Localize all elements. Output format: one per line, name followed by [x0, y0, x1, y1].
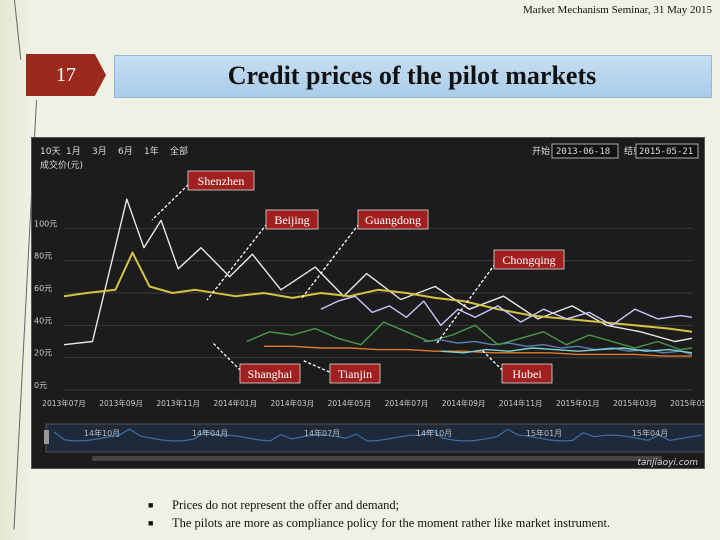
series-line-shanghai — [246, 321, 693, 351]
x-tick-label: 2013年07月 — [42, 398, 86, 408]
start-date-input[interactable] — [551, 143, 619, 159]
bullet-square-icon: ■ — [148, 500, 154, 510]
callout-box-guangdong — [357, 209, 429, 230]
callout-leader — [301, 359, 335, 375]
series-line-hubei — [440, 347, 693, 354]
slide-left-gradient — [0, 0, 30, 540]
price-chart-frame: 10天 1月 3月 6月 1年 全部 成交价(元) 开始 2013-06-18 结束 2015-05… — [31, 137, 705, 469]
y-tick-label: 0元 — [34, 381, 47, 390]
callout-box-chongqing — [493, 249, 565, 270]
series-line-beijing — [320, 295, 693, 327]
callout-box-beijing — [265, 209, 319, 230]
range-button[interactable]: 6月 — [118, 146, 133, 157]
start-date: 2013-06-18 — [556, 147, 610, 157]
seminar-header: Market Mechanism Seminar, 31 May 2015 — [523, 4, 712, 16]
callout-label-beijing: Beijing — [274, 213, 309, 227]
y-tick-label: 80元 — [34, 252, 52, 261]
range-button[interactable]: 全部 — [170, 145, 188, 157]
bullet-square-icon: ■ — [148, 518, 154, 528]
navigator-track — [45, 423, 704, 453]
y-tick-label: 60元 — [34, 284, 52, 293]
x-tick-label: 2014年03月 — [271, 398, 315, 408]
navigator-label: 14年10月 — [84, 428, 120, 438]
series-line-guangdong — [63, 251, 693, 333]
callout-leader — [211, 341, 245, 375]
callout-box-hubei — [501, 363, 553, 384]
y-tick-label: 20元 — [34, 349, 52, 358]
y-tick-label: 40元 — [34, 316, 52, 325]
navigator-line — [53, 428, 703, 442]
end-date: 2015-05-21 — [639, 147, 693, 157]
x-tick-label: 2014年11月 — [499, 398, 543, 408]
x-tick-label: 2013年11月 — [156, 398, 200, 408]
series-line-tianjin — [263, 345, 692, 357]
range-button[interactable]: 1年 — [144, 145, 159, 157]
navigator-label: 15年04月 — [632, 428, 668, 438]
callout-box-shanghai — [239, 363, 301, 384]
callout-label-chongqing: Chongqing — [502, 253, 555, 267]
x-tick-label: 2014年01月 — [213, 398, 257, 408]
x-tick-label: 2015年05月 — [670, 398, 704, 408]
slide-title: Credit prices of the pilot markets — [227, 61, 597, 90]
navigator-label: 15年01月 — [526, 428, 562, 438]
end-date-input[interactable] — [635, 143, 699, 159]
x-tick-label: 2014年09月 — [442, 398, 486, 408]
bullet-item: ■ Prices do not represent the offer and … — [148, 496, 688, 514]
unit-label: 成交价(元) — [40, 159, 83, 171]
x-tick-label: 2013年09月 — [99, 398, 143, 408]
callout-leader — [206, 219, 271, 301]
slide-number: 17 — [56, 64, 76, 86]
x-tick-label: 2015年01月 — [556, 398, 600, 408]
callout-leader — [301, 219, 363, 299]
callout-label-shanghai: Shanghai — [248, 367, 293, 381]
x-tick-label: 2014年07月 — [385, 398, 429, 408]
range-button[interactable]: 10天 — [40, 147, 60, 157]
callout-leader — [151, 180, 193, 221]
scrollbar[interactable] — [92, 456, 662, 461]
bullet-item: ■ The pilots are more as compliance poli… — [148, 514, 688, 532]
callout-leader — [436, 259, 499, 344]
slide-number-badge — [26, 54, 106, 96]
range-button[interactable]: 3月 — [92, 146, 107, 157]
x-tick-label: 2015年03月 — [613, 398, 657, 408]
start-label: 开始 — [532, 145, 550, 157]
callout-label-tianjin: Tianjin — [338, 367, 372, 381]
bullet-text: Prices do not represent the offer and de… — [172, 498, 400, 512]
navigator-handle-left[interactable] — [44, 430, 49, 444]
callout-label-shenzhen: Shenzhen — [198, 174, 245, 188]
callout-box-shenzhen — [187, 170, 255, 191]
callout-label-hubei: Hubei — [512, 367, 542, 381]
x-tick-label: 2014年05月 — [328, 398, 372, 408]
range-button[interactable]: 1月 — [66, 146, 81, 157]
watermark: tanjiaoyi.com — [637, 458, 698, 468]
y-tick-label: 100元 — [34, 219, 57, 228]
navigator-label: 14年04月 — [192, 428, 228, 438]
navigator-label: 14年10月 — [416, 428, 452, 438]
bullet-list: ■ Prices do not represent the offer and … — [148, 496, 688, 532]
title-bar — [114, 55, 712, 98]
callout-box-tianjin — [329, 363, 381, 384]
bullet-text: The pilots are more as compliance policy… — [172, 516, 611, 530]
callout-label-guangdong: Guangdong — [365, 213, 421, 227]
navigator-label: 14年07月 — [304, 428, 340, 438]
